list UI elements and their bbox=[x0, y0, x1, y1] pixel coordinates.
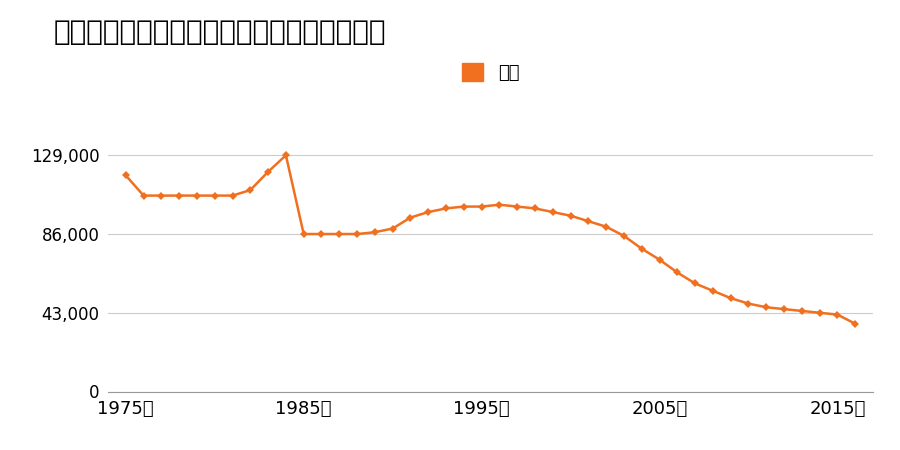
Text: 福岡県大牟田市有明町９番の一部の地価推移: 福岡県大牟田市有明町９番の一部の地価推移 bbox=[54, 18, 386, 46]
Legend: 価格: 価格 bbox=[454, 55, 526, 89]
